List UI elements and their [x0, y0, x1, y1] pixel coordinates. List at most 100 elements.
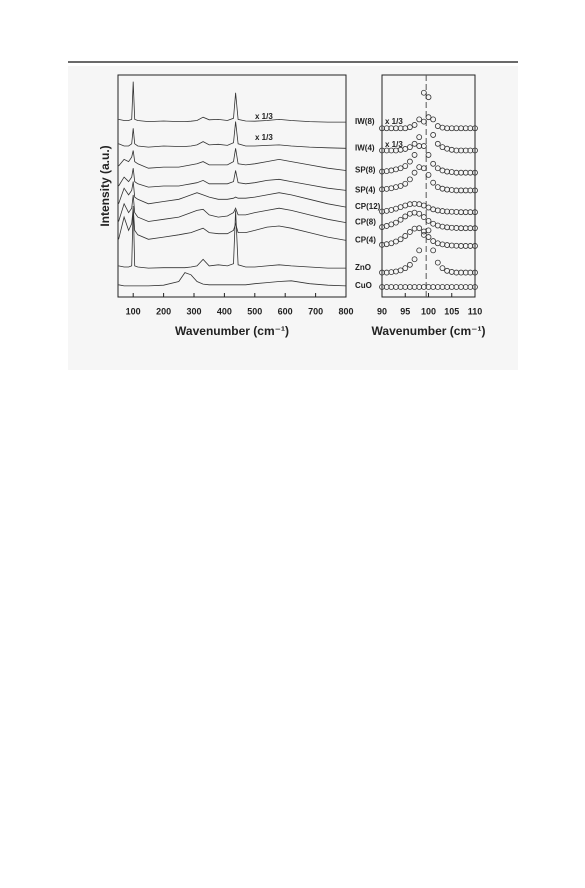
- data-point: [393, 219, 399, 226]
- data-point: [416, 247, 423, 254]
- x-tick-label: 110: [468, 306, 483, 316]
- data-point: [472, 169, 478, 176]
- data-point: [472, 284, 478, 290]
- spectrum-line: [118, 205, 346, 269]
- data-point: [416, 116, 423, 123]
- x-tick-label: 95: [400, 306, 410, 316]
- x-tick-label: 700: [308, 306, 323, 316]
- data-point: [402, 233, 409, 239]
- data-point: [397, 267, 404, 274]
- series-label: SP(4): [355, 186, 376, 195]
- x-axis-label: Wavenumber (cm⁻¹): [372, 324, 486, 338]
- x-axis-label: Wavenumber (cm⁻¹): [175, 324, 289, 338]
- data-point: [430, 247, 437, 254]
- data-point: [472, 125, 478, 132]
- data-point: [411, 169, 418, 176]
- x-tick-label: 400: [217, 306, 232, 316]
- data-point: [402, 213, 409, 220]
- annotation: x 1/3: [385, 140, 403, 149]
- data-point: [406, 124, 413, 131]
- data-point: [425, 171, 432, 178]
- data-point: [411, 122, 418, 128]
- data-point: [397, 216, 404, 223]
- annotation: x 1/3: [385, 117, 403, 126]
- x-tick-label: 90: [377, 306, 387, 316]
- data-point: [420, 118, 427, 125]
- data-point: [430, 238, 437, 244]
- x-tick-label: 105: [444, 306, 459, 316]
- data-point: [434, 259, 441, 266]
- data-point: [397, 183, 404, 189]
- figure-background: [68, 66, 518, 370]
- x-tick-label: 300: [186, 306, 201, 316]
- data-point: [439, 265, 446, 272]
- series-label: IW(4): [355, 143, 375, 152]
- data-point: [425, 234, 432, 240]
- data-point: [472, 269, 478, 276]
- series-label: IW(8): [355, 117, 375, 126]
- spectrum-line: [118, 81, 346, 123]
- data-point: [425, 94, 432, 101]
- series-label: CP(12): [355, 202, 381, 211]
- series-label: ZnO: [355, 263, 371, 272]
- series-label: CP(4): [355, 235, 376, 244]
- data-point: [430, 132, 437, 138]
- data-point: [434, 140, 441, 147]
- data-point: [393, 238, 399, 245]
- x-tick-label: 100: [421, 306, 436, 316]
- data-point: [420, 143, 427, 149]
- data-point: [397, 165, 404, 172]
- data-point: [425, 217, 432, 224]
- x-tick-label: 800: [338, 306, 353, 316]
- data-point: [402, 180, 409, 187]
- plot-frame: [117, 74, 347, 298]
- data-point: [406, 144, 413, 151]
- spectrum-line: [118, 168, 347, 191]
- x-tick-label: 600: [278, 306, 293, 316]
- data-point: [397, 236, 404, 243]
- data-point: [406, 229, 413, 235]
- spectrum-line: [118, 121, 347, 149]
- data-point: [430, 179, 437, 186]
- data-point: [425, 227, 432, 234]
- data-point: [472, 243, 478, 249]
- data-point: [425, 114, 432, 121]
- spectrum-line: [118, 272, 347, 287]
- data-point: [425, 152, 432, 158]
- data-point: [430, 116, 437, 123]
- data-point: [402, 265, 409, 272]
- series-label: CuO: [355, 281, 372, 290]
- data-point: [406, 176, 413, 183]
- data-point: [472, 225, 478, 232]
- data-point: [420, 202, 427, 209]
- data-point: [420, 214, 427, 220]
- data-point: [416, 225, 423, 232]
- annotation: x 1/3: [255, 133, 273, 142]
- series-label: SP(8): [355, 166, 376, 175]
- x-tick-label: 200: [156, 306, 171, 316]
- spectrum-line: [118, 208, 347, 241]
- spectrum-line: [118, 181, 347, 208]
- series-label: CP(8): [355, 218, 376, 227]
- data-point: [472, 187, 478, 194]
- data-point: [420, 231, 427, 238]
- data-point: [416, 210, 423, 217]
- data-point: [472, 209, 478, 216]
- data-point: [406, 261, 413, 268]
- data-point: [420, 89, 427, 96]
- data-point: [420, 165, 427, 172]
- data-point: [434, 165, 441, 172]
- x-tick-label: 100: [126, 306, 141, 316]
- y-axis-label: Intensity (a.u.): [98, 145, 112, 226]
- spectrum-line: [118, 148, 347, 171]
- data-point: [411, 140, 418, 147]
- annotation: x 1/3: [255, 112, 273, 121]
- spectrum-line: [118, 194, 347, 223]
- data-point: [430, 160, 437, 167]
- data-point: [416, 134, 423, 141]
- x-tick-label: 500: [247, 306, 262, 316]
- data-point: [406, 158, 413, 165]
- data-point: [472, 147, 478, 154]
